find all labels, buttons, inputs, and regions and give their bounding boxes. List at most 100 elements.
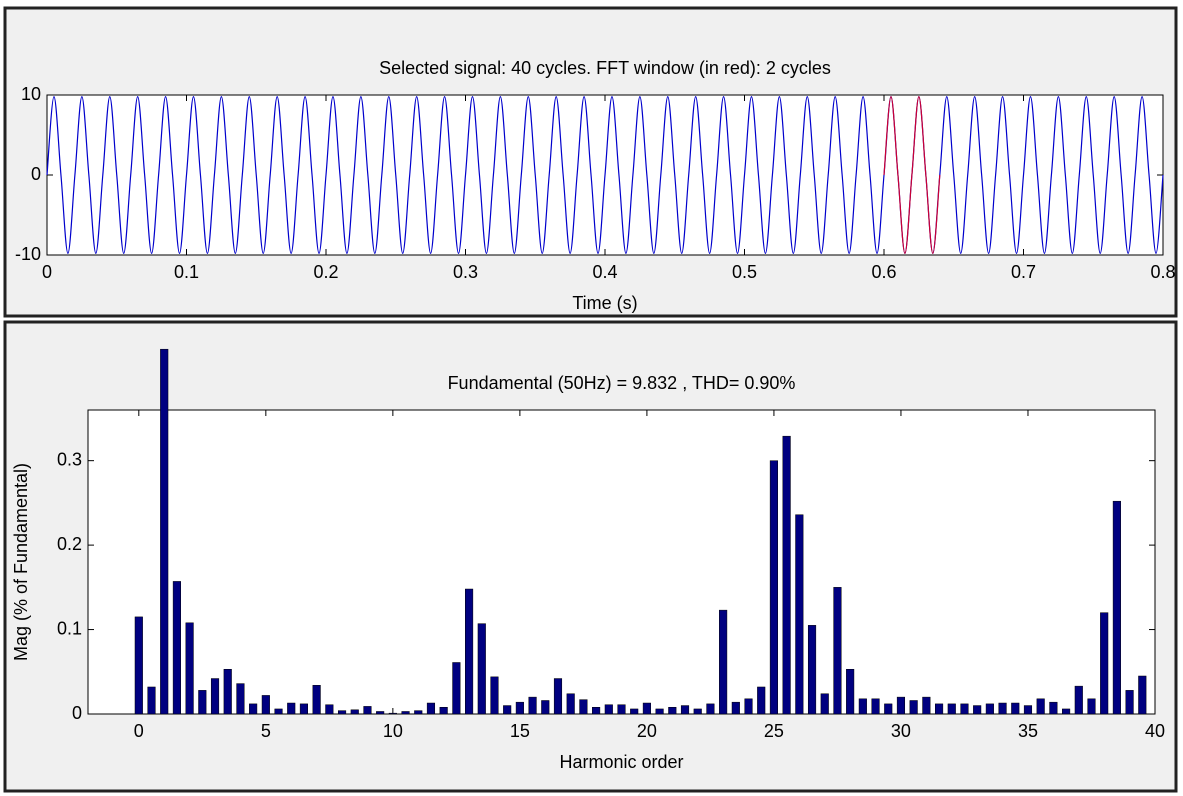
y-tick-label: 0 — [72, 703, 82, 723]
bar — [1011, 702, 1020, 715]
bar — [706, 703, 715, 715]
bar — [592, 706, 601, 715]
chart-title: Selected signal: 40 cycles. FFT window (… — [379, 58, 831, 78]
x-tick-label: 0 — [42, 262, 52, 282]
bar — [350, 709, 359, 715]
bar — [223, 668, 232, 715]
y-tick-label: -10 — [15, 244, 41, 264]
bar — [617, 704, 626, 715]
y-tick-label: 0.3 — [57, 449, 82, 469]
bar — [1023, 705, 1033, 715]
y-tick-label: 0 — [31, 164, 41, 184]
bar — [655, 708, 664, 715]
bar — [782, 435, 791, 715]
bar — [376, 711, 385, 715]
bar — [731, 701, 740, 715]
bar — [236, 683, 245, 715]
bar — [401, 711, 410, 715]
x-tick-label: 0.2 — [313, 262, 338, 282]
x-axis-label: Time (s) — [572, 293, 637, 313]
bar — [261, 695, 270, 715]
bar — [896, 696, 906, 715]
bar — [871, 698, 880, 715]
bar — [1125, 690, 1134, 715]
bar — [249, 703, 258, 715]
bar — [579, 699, 588, 715]
bar — [337, 710, 347, 715]
x-tick-label: 30 — [891, 721, 911, 741]
bar — [960, 703, 969, 715]
bar — [198, 690, 207, 715]
bar — [1087, 698, 1096, 715]
bar — [426, 702, 436, 715]
bar — [985, 703, 994, 715]
x-tick-label: 0.4 — [592, 262, 617, 282]
bar — [846, 668, 855, 715]
x-tick-label: 0.1 — [174, 262, 199, 282]
bar — [541, 700, 550, 715]
x-tick-label: 5 — [261, 721, 271, 741]
bar — [490, 676, 499, 715]
bar — [452, 662, 461, 715]
y-tick-label: 0.2 — [57, 534, 82, 554]
x-tick-label: 35 — [1018, 721, 1038, 741]
bar — [1112, 500, 1121, 715]
bar — [515, 701, 524, 715]
bar — [642, 702, 651, 715]
bar — [465, 588, 474, 715]
bar — [1074, 685, 1083, 715]
bar — [909, 700, 918, 715]
bar — [363, 706, 372, 715]
signal-line — [883, 95, 941, 255]
bar — [795, 514, 804, 715]
y-tick-label: 10 — [21, 84, 41, 104]
bar — [922, 696, 931, 715]
bar — [210, 678, 220, 715]
x-tick-label: 0 — [134, 721, 144, 741]
bar — [147, 686, 156, 715]
bar — [693, 708, 702, 715]
x-tick-label: 40 — [1145, 721, 1165, 741]
bar — [998, 702, 1007, 715]
bar — [439, 706, 448, 715]
bar — [820, 693, 829, 715]
bar — [503, 705, 512, 715]
bar — [274, 708, 283, 715]
bar — [528, 696, 537, 715]
bar — [947, 703, 956, 715]
y-axis-label: Mag (% of Fundamental) — [11, 463, 31, 661]
bar — [160, 348, 169, 715]
x-tick-label: 0.5 — [732, 262, 757, 282]
bar — [1049, 701, 1058, 715]
bar — [325, 704, 334, 715]
bar — [477, 623, 486, 715]
bar — [744, 698, 753, 715]
x-tick-label: 10 — [383, 721, 403, 741]
bar — [414, 710, 423, 715]
bar — [757, 686, 766, 715]
bar — [185, 622, 194, 715]
bar — [858, 698, 867, 715]
bar — [807, 625, 817, 715]
chart-title: Fundamental (50Hz) = 9.832 , THD= 0.90% — [448, 373, 796, 393]
bar — [833, 587, 842, 715]
bar — [680, 705, 690, 715]
x-tick-label: 0.7 — [1011, 262, 1036, 282]
bar — [134, 616, 143, 715]
bar — [388, 712, 397, 715]
x-tick-label: 15 — [510, 721, 530, 741]
bar — [1036, 698, 1045, 715]
bar — [630, 708, 639, 715]
bar — [668, 706, 677, 715]
bar — [884, 703, 893, 715]
x-tick-label: 0.6 — [871, 262, 896, 282]
bar — [312, 685, 321, 715]
x-tick-label: 20 — [637, 721, 657, 741]
bar — [719, 609, 728, 715]
bar — [1100, 612, 1109, 715]
plot-area — [87, 409, 1156, 715]
bar — [287, 702, 296, 715]
bar — [973, 705, 982, 715]
bar — [553, 678, 563, 715]
